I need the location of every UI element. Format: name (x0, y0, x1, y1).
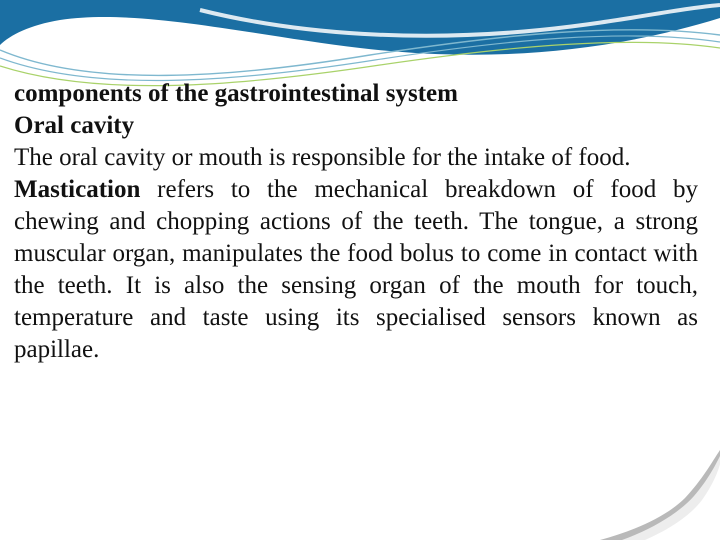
text-block: components of the gastrointestinal syste… (14, 78, 698, 366)
paragraph-intro: The oral cavity or mouth is responsible … (14, 142, 698, 174)
paragraph-mastication-body: refers to the mechanical breakdown of fo… (14, 176, 698, 363)
heading-components: components of the gastrointestinal syste… (14, 78, 698, 110)
page-curl-decoration (560, 450, 720, 540)
heading-oral-cavity: Oral cavity (14, 110, 698, 142)
paragraph-mastication: Mastication refers to the mechanical bre… (14, 174, 698, 366)
slide: components of the gastrointestinal syste… (0, 0, 720, 540)
term-mastication: Mastication (14, 176, 140, 203)
